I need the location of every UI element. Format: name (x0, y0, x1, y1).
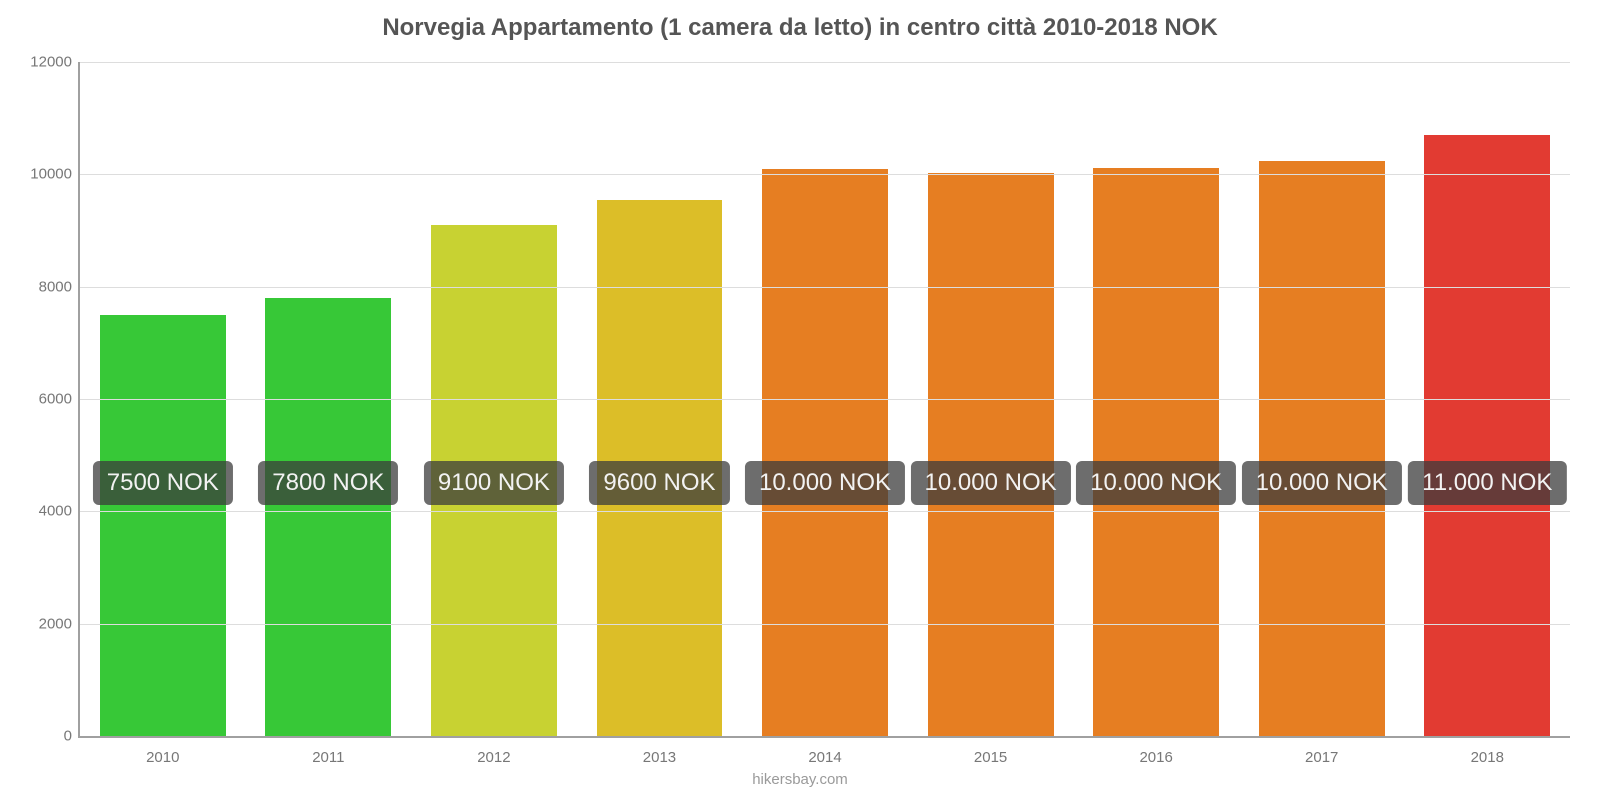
attribution: hikersbay.com (0, 771, 1600, 788)
bar-value-label: 7800 NOK (258, 461, 398, 505)
bar: 9600 NOK (597, 200, 723, 736)
y-tick-label: 10000 (20, 166, 72, 183)
bar: 7800 NOK (265, 298, 391, 736)
y-tick-label: 8000 (20, 278, 72, 295)
x-tick-label: 2010 (80, 749, 246, 766)
bar: 10.000 NOK (762, 169, 888, 736)
gridline (80, 62, 1570, 63)
bar-value-label: 10.000 NOK (911, 461, 1071, 505)
x-tick-label: 2016 (1073, 749, 1239, 766)
bar-value-label: 9600 NOK (589, 461, 729, 505)
bar: 10.000 NOK (1093, 168, 1219, 736)
bar-value-label: 10.000 NOK (1076, 461, 1236, 505)
x-tick-label: 2014 (742, 749, 908, 766)
bar-value-label: 10.000 NOK (745, 461, 905, 505)
chart-title: Norvegia Appartamento (1 camera da letto… (0, 0, 1600, 42)
bar-value-label: 7500 NOK (93, 461, 233, 505)
x-tick-label: 2011 (246, 749, 412, 766)
y-tick-label: 4000 (20, 503, 72, 520)
y-tick-label: 12000 (20, 54, 72, 71)
bar: 7500 NOK (100, 315, 226, 736)
y-tick-label: 6000 (20, 391, 72, 408)
x-tick-label: 2017 (1239, 749, 1405, 766)
gridline (80, 511, 1570, 512)
x-tick-label: 2015 (908, 749, 1074, 766)
bar: 11.000 NOK (1424, 135, 1550, 736)
bar-value-label: 9100 NOK (424, 461, 564, 505)
bar-value-label: 10.000 NOK (1242, 461, 1402, 505)
y-tick-label: 2000 (20, 615, 72, 632)
y-tick-label: 0 (20, 728, 72, 745)
gridline (80, 174, 1570, 175)
plot-area: 7500 NOK20107800 NOK20119100 NOK20129600… (78, 62, 1570, 738)
bar-value-label: 11.000 NOK (1408, 461, 1566, 505)
chart-container: Norvegia Appartamento (1 camera da letto… (0, 0, 1600, 800)
gridline (80, 287, 1570, 288)
bar: 10.000 NOK (928, 173, 1054, 736)
bar: 9100 NOK (431, 225, 557, 736)
bar: 10.000 NOK (1259, 161, 1385, 736)
x-tick-label: 2013 (577, 749, 743, 766)
gridline (80, 624, 1570, 625)
x-tick-label: 2018 (1405, 749, 1571, 766)
gridline (80, 399, 1570, 400)
x-tick-label: 2012 (411, 749, 577, 766)
